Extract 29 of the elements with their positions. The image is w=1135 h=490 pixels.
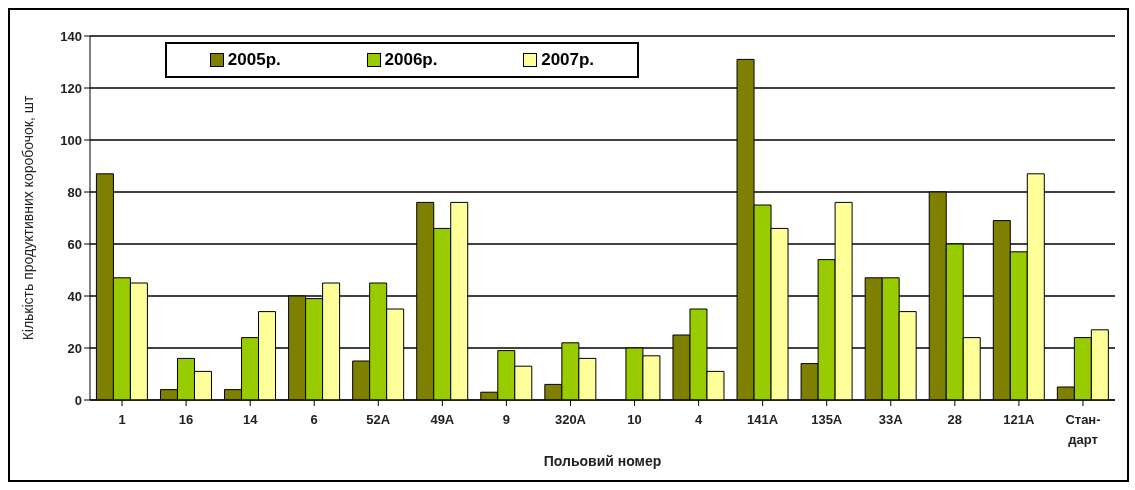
x-tick-label: 4	[694, 412, 703, 427]
x-tick-label: 28	[947, 412, 963, 427]
x-tick-label: 9	[502, 412, 511, 427]
x-tick-label: 16	[178, 412, 194, 427]
x-tick-label: 320А	[554, 412, 587, 427]
x-tick-label: 33А	[878, 412, 904, 427]
y-tick-label: 120	[60, 80, 82, 96]
x-axis-title: Польовий номер	[543, 453, 662, 469]
x-tick-label: 141А	[747, 412, 779, 427]
y-tick-label: 60	[67, 236, 82, 252]
x-tick-label: 135А	[811, 412, 843, 427]
y-tick-label: 40	[67, 288, 82, 304]
y-axis-title: Кількість продуктивних коробочок, шт	[19, 95, 36, 341]
x-tick-label: 10	[627, 412, 642, 427]
x-tick-label: 121А	[1003, 412, 1036, 427]
x-tick-label: 6	[310, 412, 318, 427]
y-tick-label: 0	[74, 392, 82, 408]
legend-label: 2006р.	[383, 50, 438, 70]
x-tick-label: 49А	[430, 412, 455, 427]
y-tick-label: 20	[67, 340, 82, 356]
legend-label: 2007р.	[540, 50, 595, 70]
y-tick-label: 140	[60, 28, 82, 44]
legend-label: 2005р.	[226, 50, 281, 70]
x-tick-label: 1	[118, 412, 126, 427]
x-tick-label: 52А	[366, 412, 391, 427]
x-tick-label: 14	[242, 412, 259, 427]
y-tick-label: 80	[67, 184, 82, 200]
y-tick-label: 100	[60, 132, 82, 148]
x-tick-label: Стан-дарт	[1065, 412, 1101, 447]
